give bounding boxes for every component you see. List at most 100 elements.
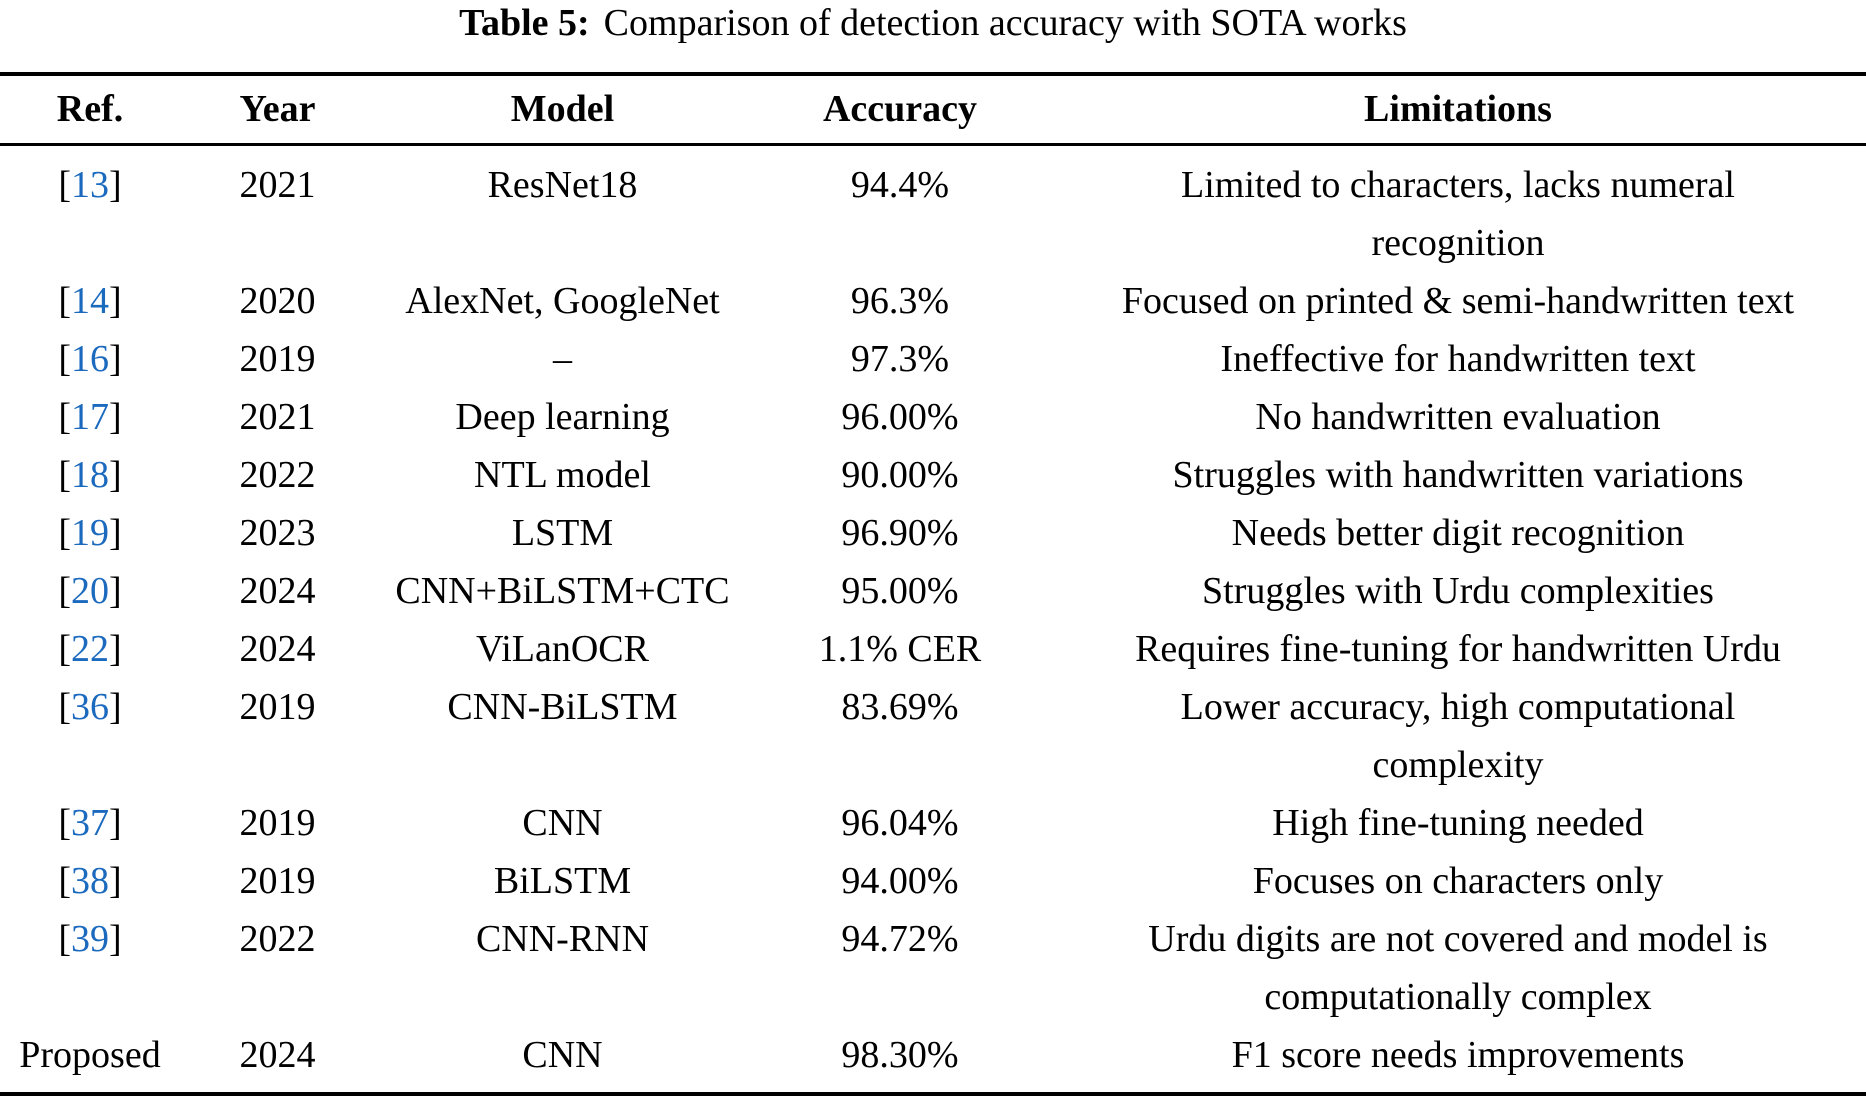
table-row: [20] 2024 CNN+BiLSTM+CTC 95.00% Struggles wi… bbox=[0, 562, 1866, 620]
citation-bracket-close: ] bbox=[109, 685, 122, 728]
cell-ref: [17] bbox=[0, 388, 180, 446]
cell-limitations: Lower accuracy, high computational compl… bbox=[1180, 685, 1736, 786]
citation-bracket-close: ] bbox=[109, 163, 122, 206]
table-row: Proposed 2024 CNN 98.30% F1 score needs impr… bbox=[0, 1026, 1866, 1092]
cell-limitations: Requires fine-tuning for handwritten Urd… bbox=[1135, 627, 1781, 670]
citation-bracket-close: ] bbox=[109, 453, 122, 496]
citation-bracket-open: [ bbox=[58, 337, 71, 380]
table-row: [14] 2020 AlexNet, GoogleNet 96.3% Focused o… bbox=[0, 272, 1866, 330]
citation-link[interactable]: 14 bbox=[71, 279, 109, 322]
citation-bracket-open: [ bbox=[58, 279, 71, 322]
cell-accuracy: 96.90% bbox=[841, 511, 959, 554]
cell-model: BiLSTM bbox=[493, 859, 632, 902]
cell-limitations: No handwritten evaluation bbox=[1255, 395, 1661, 438]
cell-model: CNN-RNN bbox=[475, 917, 650, 960]
cell-ref: [22] bbox=[0, 620, 180, 678]
citation-link[interactable]: 13 bbox=[71, 163, 109, 206]
citation-bracket-close: ] bbox=[109, 627, 122, 670]
citation-link[interactable]: 17 bbox=[71, 395, 109, 438]
cell-limitations: Needs better digit recognition bbox=[1231, 511, 1685, 554]
cell-accuracy: 96.00% bbox=[841, 395, 959, 438]
cell-model: ResNet18 bbox=[487, 163, 638, 206]
citation-link[interactable]: 36 bbox=[71, 685, 109, 728]
citation-link[interactable]: 37 bbox=[71, 801, 109, 844]
cell-model: CNN+BiLSTM+CTC bbox=[395, 569, 730, 612]
cell-accuracy: 90.00% bbox=[841, 453, 959, 496]
cell-limitations: High fine-tuning needed bbox=[1272, 801, 1644, 844]
table-row: [37] 2019 CNN 96.04% High fine-tuning needed bbox=[0, 794, 1866, 852]
citation-bracket-open: [ bbox=[58, 917, 71, 960]
cell-ref: [18] bbox=[0, 446, 180, 504]
cell-model: CNN bbox=[522, 1033, 603, 1076]
cell-model: LSTM bbox=[511, 511, 614, 554]
citation-bracket-close: ] bbox=[109, 917, 122, 960]
citation-link[interactable]: 20 bbox=[71, 569, 109, 612]
citation-link[interactable]: 16 bbox=[71, 337, 109, 380]
cell-year: 2019 bbox=[239, 859, 316, 902]
citation-bracket-close: ] bbox=[109, 511, 122, 554]
cell-limitations: F1 score needs improvements bbox=[1231, 1033, 1685, 1076]
cell-accuracy: 95.00% bbox=[841, 569, 959, 612]
column-header-limitations: Limitations bbox=[1050, 76, 1866, 146]
citation-link[interactable]: 18 bbox=[71, 453, 109, 496]
citation-link[interactable]: 22 bbox=[71, 627, 109, 670]
cell-model: CNN bbox=[522, 801, 603, 844]
column-header-model: Model bbox=[375, 76, 750, 146]
table-body: [13] 2021 ResNet18 94.4% Limited to characte… bbox=[0, 144, 1866, 1092]
cell-accuracy: 96.3% bbox=[850, 279, 950, 322]
cell-model: Deep learning bbox=[455, 395, 670, 438]
cell-accuracy: 1.1% CER bbox=[818, 627, 982, 670]
table-header: Ref. Year Model Accuracy Limitations bbox=[0, 76, 1866, 146]
cell-limitations: Limited to characters, lacks numeral rec… bbox=[1181, 163, 1735, 264]
table-caption-label: Table 5: bbox=[459, 2, 590, 44]
cell-ref: [13] bbox=[0, 144, 180, 272]
citation-bracket-open: [ bbox=[58, 859, 71, 902]
citation-bracket-close: ] bbox=[109, 337, 122, 380]
cell-year: 2021 bbox=[239, 395, 316, 438]
cell-ref: [38] bbox=[0, 852, 180, 910]
cell-model: – bbox=[553, 337, 572, 380]
cell-limitations: Ineffective for handwritten text bbox=[1220, 337, 1696, 380]
cell-model: AlexNet, GoogleNet bbox=[405, 279, 720, 322]
cell-year: 2022 bbox=[239, 917, 316, 960]
cell-year: 2024 bbox=[239, 569, 316, 612]
citation-bracket-open: [ bbox=[58, 801, 71, 844]
cell-limitations: Focused on printed & semi-handwritten te… bbox=[1121, 279, 1795, 322]
citation-bracket-open: [ bbox=[58, 511, 71, 554]
cell-accuracy: 94.00% bbox=[841, 859, 959, 902]
cell-limitations: Urdu digits are not covered and model is… bbox=[1148, 917, 1768, 1018]
table-caption: Table 5: Comparison of detection accuracy… bbox=[0, 0, 1866, 72]
cell-limitations: Focuses on characters only bbox=[1252, 859, 1664, 902]
cell-accuracy: 83.69% bbox=[841, 685, 959, 728]
cell-model: NTL model bbox=[474, 453, 651, 496]
citation-bracket-close: ] bbox=[109, 859, 122, 902]
table-row: [36] 2019 CNN-BiLSTM 83.69% Lower accuracy, … bbox=[0, 678, 1866, 794]
citation-link[interactable]: 19 bbox=[71, 511, 109, 554]
table-header-row: Ref. Year Model Accuracy Limitations bbox=[0, 76, 1866, 146]
citation-bracket-open: [ bbox=[58, 627, 71, 670]
table-row: [38] 2019 BiLSTM 94.00% Focuses on character… bbox=[0, 852, 1866, 910]
cell-year: 2024 bbox=[239, 1033, 316, 1076]
citation-bracket-open: [ bbox=[58, 395, 71, 438]
table-row: [39] 2022 CNN-RNN 94.72% Urdu digits are not… bbox=[0, 910, 1866, 1026]
citation-bracket-close: ] bbox=[109, 801, 122, 844]
cell-ref: [20] bbox=[0, 562, 180, 620]
cell-accuracy: 94.72% bbox=[841, 917, 959, 960]
citation-link[interactable]: 38 bbox=[71, 859, 109, 902]
cell-year: 2023 bbox=[239, 511, 316, 554]
cell-accuracy: 98.30% bbox=[841, 1033, 959, 1076]
table-row: [18] 2022 NTL model 90.00% Struggles with ha… bbox=[0, 446, 1866, 504]
cell-year: 2019 bbox=[239, 685, 316, 728]
citation-bracket-close: ] bbox=[109, 279, 122, 322]
citation-link[interactable]: 39 bbox=[71, 917, 109, 960]
cell-limitations: Struggles with handwritten variations bbox=[1172, 453, 1744, 496]
cell-ref: [36] bbox=[0, 678, 180, 794]
cell-year: 2021 bbox=[239, 163, 316, 206]
column-header-year: Year bbox=[180, 76, 375, 146]
citation-bracket-open: [ bbox=[58, 569, 71, 612]
cell-model: CNN-BiLSTM bbox=[447, 685, 678, 728]
cell-model: ViLanOCR bbox=[476, 627, 649, 670]
cell-year: 2024 bbox=[239, 627, 316, 670]
cell-year: 2019 bbox=[239, 801, 316, 844]
